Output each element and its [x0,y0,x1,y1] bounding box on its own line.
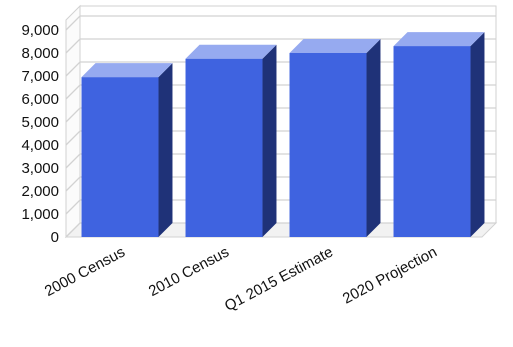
bars [81,32,485,238]
bar [289,53,367,237]
y-tick-label: 1,000 [21,206,59,223]
bar-top-face [393,32,485,47]
y-tick-label: 9,000 [21,22,59,39]
y-tick-label: 8,000 [21,45,59,62]
y-tick-label: 0 [51,229,59,246]
bar [393,46,471,237]
x-category-label: 2010 Census [146,244,232,301]
y-tick-label: 5,000 [21,114,59,131]
x-category-label: 2000 Census [42,244,128,301]
y-tick-label: 6,000 [21,91,59,108]
x-category-label: Q1 2015 Estimate [222,244,336,315]
y-axis-tick-labels: 0 1,000 2,000 3,000 4,000 5,000 6,000 7,000 8,00… [21,22,59,246]
bar-top-face [81,63,173,78]
y-tick-label: 3,000 [21,160,59,177]
bar [185,58,263,237]
bar-side-face [470,32,485,237]
bar-side-face [366,39,381,237]
bar [81,77,159,238]
x-category-label: 2020 Projection [340,244,440,308]
bar-side-face [158,63,173,238]
gridline [65,15,496,31]
y-tick-label: 7,000 [21,68,59,85]
bar-top-face [289,39,381,53]
bar-side-face [262,44,277,237]
y-tick-label: 2,000 [21,183,59,200]
y-tick-label: 4,000 [21,137,59,154]
bar-top-face [185,44,277,59]
